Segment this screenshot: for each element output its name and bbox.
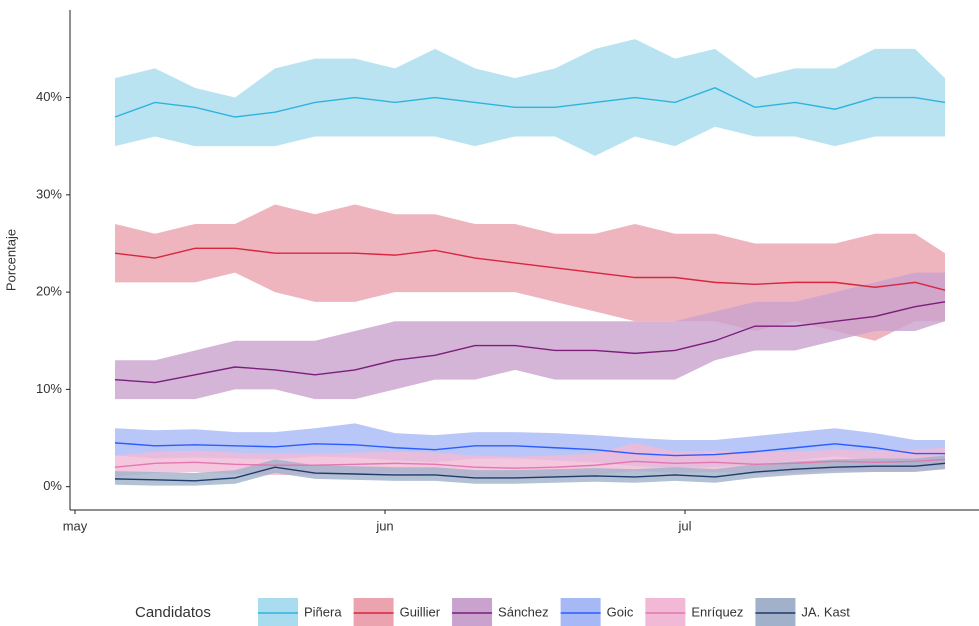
series-line [114,87,946,118]
y-tick-label: 20% [36,284,62,299]
legend-title: Candidatos [135,604,211,621]
legend-swatch [645,598,686,626]
series-line [114,301,946,384]
x-tick-label: may [63,518,88,533]
legend-swatch [755,598,796,626]
legend-swatch [353,598,394,626]
confidence-band [115,455,945,486]
legend-label: Sánchez [498,604,549,619]
legend-label: Enríquez [691,604,743,619]
confidence-band [115,39,945,156]
y-axis-label: Porcentaje [3,229,18,291]
y-tick-label: 30% [36,186,62,201]
series-line [114,462,946,482]
series-line [114,247,946,291]
legend-swatch [560,598,601,626]
y-tick-label: 0% [43,478,62,493]
legend-label: Goic [607,604,634,619]
legend-label: Piñera [304,604,342,619]
legend-label: Guillier [400,604,441,619]
legend-label: JA. Kast [801,604,850,619]
y-tick-label: 10% [36,381,62,396]
x-tick-label: jun [375,518,393,533]
y-tick-label: 40% [36,89,62,104]
series-line [114,442,945,457]
x-tick-label: jul [677,518,691,533]
legend-swatch [258,598,298,626]
legend-swatch [452,598,493,626]
series-line [114,458,946,469]
confidence-band [115,272,945,400]
